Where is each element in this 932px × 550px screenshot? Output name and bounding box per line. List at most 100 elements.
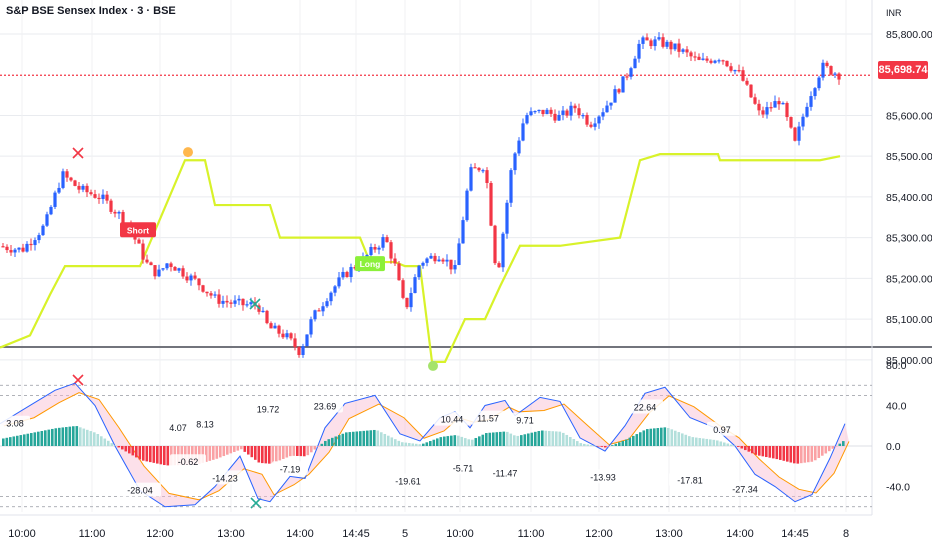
data-label: 22.64 bbox=[634, 403, 657, 413]
candle-body bbox=[817, 77, 821, 89]
histogram-bar bbox=[96, 434, 100, 446]
candle-body bbox=[717, 60, 721, 62]
histogram-bar bbox=[110, 443, 114, 446]
trail-dot-orange bbox=[183, 147, 193, 158]
candle-body bbox=[197, 278, 201, 286]
histogram-bar bbox=[663, 427, 667, 446]
candle-body bbox=[781, 103, 785, 105]
data-label: -27.34 bbox=[732, 485, 758, 495]
candle-body bbox=[417, 265, 421, 278]
histogram-bar bbox=[733, 445, 737, 447]
histogram-bar bbox=[516, 435, 520, 446]
oscillator-pane: 3.08 -28.04 4.07 8.13 -0.62 -14.23 19.72 -7.19 2… bbox=[0, 382, 872, 508]
histogram-bar bbox=[467, 439, 471, 446]
histogram-bar bbox=[313, 446, 317, 450]
histogram-bar bbox=[205, 446, 208, 462]
time-axis-tick: 14:45 bbox=[342, 528, 370, 540]
histogram-bar bbox=[723, 442, 726, 446]
signal-markers[interactable]: Short Long bbox=[72, 147, 385, 509]
candle-body bbox=[397, 263, 401, 281]
candle-body bbox=[833, 73, 837, 75]
histogram-bar bbox=[75, 426, 79, 446]
histogram-bar bbox=[541, 430, 544, 446]
price-axis-tick: 85,400.00 bbox=[886, 192, 932, 204]
candle-body bbox=[789, 117, 793, 128]
histogram-bar bbox=[415, 443, 418, 446]
histogram-bar bbox=[719, 441, 723, 446]
candle-body bbox=[345, 271, 349, 278]
candle-body bbox=[541, 109, 545, 115]
histogram-bar bbox=[138, 446, 142, 460]
histogram-bar bbox=[383, 433, 387, 446]
histogram-bar bbox=[100, 436, 103, 446]
long-signal-label-bg bbox=[355, 256, 385, 272]
candle-body bbox=[685, 49, 689, 53]
candle-body bbox=[837, 73, 841, 80]
candle-body bbox=[413, 277, 417, 294]
candle-body bbox=[301, 346, 305, 355]
candle-body bbox=[269, 323, 273, 329]
histogram-bar bbox=[726, 443, 730, 446]
candle-body bbox=[233, 300, 237, 304]
histogram-bar bbox=[800, 446, 803, 464]
histogram-bar bbox=[779, 446, 782, 460]
histogram-bar bbox=[670, 429, 674, 446]
histogram-bar bbox=[765, 446, 768, 458]
candle-body bbox=[409, 293, 413, 308]
candle-body bbox=[561, 110, 565, 115]
candle-body bbox=[401, 280, 405, 298]
histogram-bar bbox=[520, 435, 523, 446]
histogram-bar bbox=[2, 438, 5, 446]
histogram-bar bbox=[149, 446, 152, 463]
histogram-bar bbox=[474, 438, 478, 446]
candle-body bbox=[181, 268, 185, 277]
data-label-bg bbox=[272, 461, 308, 476]
candle-body bbox=[761, 110, 765, 115]
candle-body bbox=[137, 239, 141, 244]
time-axis-tick: 14:00 bbox=[286, 528, 314, 540]
histogram-bar bbox=[334, 436, 338, 446]
candle-body bbox=[149, 262, 153, 266]
histogram-bar bbox=[730, 444, 733, 446]
histogram-bar bbox=[306, 446, 310, 456]
data-label-bg bbox=[510, 412, 540, 427]
histogram-bar bbox=[842, 441, 845, 446]
candle-body bbox=[473, 167, 477, 169]
candle-body bbox=[609, 102, 613, 106]
candle-body bbox=[57, 187, 61, 193]
candle-body bbox=[493, 225, 497, 264]
candle-body bbox=[565, 110, 569, 116]
histogram-bar bbox=[299, 446, 303, 457]
histogram-bar bbox=[646, 429, 649, 446]
candle-body bbox=[77, 185, 81, 190]
data-label: 4.07 bbox=[169, 423, 187, 433]
candle-body bbox=[229, 302, 233, 304]
histogram-bar bbox=[523, 434, 527, 446]
candle-body bbox=[765, 107, 769, 115]
histogram-bar bbox=[5, 437, 9, 446]
candle-body bbox=[673, 43, 677, 50]
histogram-bar bbox=[684, 434, 688, 446]
candle-body bbox=[569, 105, 573, 116]
histogram-bar bbox=[9, 437, 12, 446]
axes: 85,800.00 85,600.00 85,500.00 85,400.00 85,3… bbox=[8, 29, 932, 540]
histogram-bar bbox=[240, 446, 243, 450]
histogram-bar bbox=[341, 433, 345, 446]
candle-body bbox=[189, 275, 193, 281]
data-label-bg bbox=[724, 481, 766, 496]
candle-body bbox=[513, 153, 517, 171]
candle-body bbox=[297, 347, 301, 355]
candle-body bbox=[737, 70, 741, 72]
candle-body bbox=[709, 60, 713, 63]
candle-body bbox=[33, 240, 37, 246]
histogram-bar bbox=[576, 441, 579, 446]
data-label: -7.19 bbox=[280, 464, 301, 474]
data-label-bg bbox=[250, 401, 286, 416]
histogram-bar bbox=[271, 446, 275, 464]
histogram-bar bbox=[261, 446, 264, 464]
histogram-bar bbox=[380, 432, 383, 446]
histogram-bar bbox=[324, 440, 327, 446]
oscillator-axis-tick: 80.0 bbox=[886, 360, 907, 372]
candle-body bbox=[813, 88, 817, 97]
candle-body bbox=[785, 103, 789, 118]
